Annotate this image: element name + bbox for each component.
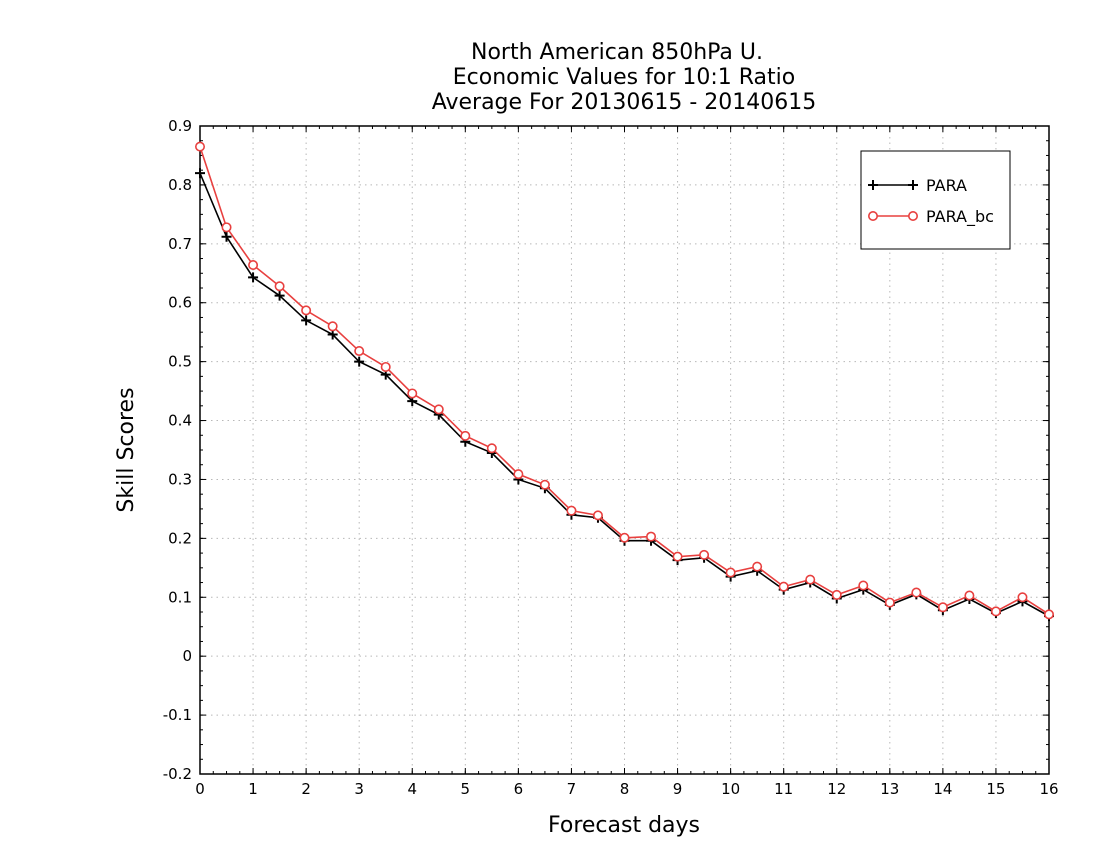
data-point-para-bc <box>725 567 736 578</box>
data-point-para-bc <box>937 602 948 613</box>
y-tick-label: 0.8 <box>168 176 192 194</box>
data-point-para-bc <box>1017 592 1028 603</box>
legend-label-para: PARA <box>926 176 967 195</box>
y-tick-label: -0.2 <box>163 765 192 783</box>
data-point-para <box>274 290 285 301</box>
x-tick-label: 5 <box>461 780 471 798</box>
y-tick-label: -0.1 <box>163 706 192 724</box>
data-point-para-bc <box>354 346 365 357</box>
legend-items <box>867 180 918 222</box>
x-tick-label: 4 <box>407 780 417 798</box>
data-point-para <box>248 272 259 283</box>
data-point-para-bc <box>221 222 232 233</box>
x-tick-label: 3 <box>354 780 364 798</box>
y-tick-label: 0.3 <box>168 470 192 488</box>
y-tick-label: 0 <box>182 647 192 665</box>
data-point-para-bc <box>646 531 657 542</box>
y-tick-label: 0.4 <box>168 412 192 430</box>
x-tick-label: 12 <box>827 780 846 798</box>
data-point-para-bc <box>566 505 577 516</box>
data-point-para-bc <box>301 305 312 316</box>
x-axis-title: Forecast days <box>548 813 700 838</box>
x-tick-label: 0 <box>195 780 205 798</box>
legend-marker-para <box>908 180 918 190</box>
data-point-para-bc <box>274 281 285 292</box>
x-tick-label: 10 <box>721 780 740 798</box>
x-tick-label: 9 <box>673 780 683 798</box>
data-point-para <box>195 168 205 179</box>
x-tick-label: 6 <box>514 780 524 798</box>
legend-label-para-bc: PARA_bc <box>926 207 994 227</box>
legend-box <box>860 150 1011 250</box>
chart-title: North American 850hPa U. Economic Values… <box>432 40 817 115</box>
x-tick-label: 13 <box>880 780 899 798</box>
y-tick-label: 0.5 <box>168 353 192 371</box>
data-point-para-bc <box>884 597 895 608</box>
y-axis-title: Skill Scores <box>114 387 139 512</box>
data-point-para-bc <box>1044 609 1055 620</box>
x-tick-label: 8 <box>620 780 630 798</box>
x-tick-label: 16 <box>1039 780 1058 798</box>
data-point-para-bc <box>805 574 816 585</box>
y-tick-label: 0.2 <box>168 529 192 547</box>
y-tick-label: 0.9 <box>168 117 192 135</box>
data-point-para-bc <box>752 561 763 572</box>
data-point-para-bc <box>248 260 259 271</box>
data-point-para-bc <box>460 430 471 441</box>
data-point-para-bc <box>407 388 418 399</box>
y-tick-label: 0.7 <box>168 235 192 253</box>
data-point-para-bc <box>380 361 391 372</box>
legend-marker-para-bc <box>907 211 918 222</box>
data-point-para-bc <box>699 549 710 560</box>
data-point-para-bc <box>778 581 789 592</box>
data-point-para-bc <box>619 532 630 543</box>
x-tick-label: 15 <box>986 780 1005 798</box>
data-point-para-bc <box>831 589 842 600</box>
legend-marker-para-bc <box>867 211 878 222</box>
data-point-para <box>354 356 365 367</box>
legend: PARA PARA_bc <box>860 150 1011 250</box>
chart-title-line-3: Average For 20130615 - 20140615 <box>432 90 817 115</box>
data-point-para-bc <box>672 551 683 562</box>
data-point-para-bc <box>964 590 975 601</box>
y-tick-label: 0.1 <box>168 588 192 606</box>
data-point-para-bc <box>539 479 550 490</box>
x-tick-label: 11 <box>774 780 793 798</box>
chart-title-line-1: North American 850hPa U. <box>471 40 763 65</box>
data-point-para-bc <box>327 321 338 332</box>
data-point-para-bc <box>433 404 444 415</box>
data-point-para-bc <box>486 443 497 454</box>
data-point-para-bc <box>195 141 206 152</box>
x-tick-label: 7 <box>567 780 577 798</box>
data-point-para-bc <box>990 606 1001 617</box>
y-tick-label: 0.6 <box>168 294 192 312</box>
data-point-para <box>221 231 232 242</box>
chart-title-line-2: Economic Values for 10:1 Ratio <box>453 65 795 90</box>
data-point-para-bc <box>911 587 922 598</box>
series <box>195 141 1055 622</box>
data-point-para-bc <box>858 580 869 591</box>
x-tick-label: 2 <box>301 780 311 798</box>
x-tick-label: 14 <box>933 780 952 798</box>
x-tick-label: 1 <box>248 780 258 798</box>
axis-ticks: -0.2-0.100.10.20.30.40.50.60.70.80.90 1 2 3… <box>163 117 1059 798</box>
data-point-para-bc <box>513 469 524 480</box>
data-point-para <box>301 315 312 326</box>
legend-marker-para <box>868 180 878 190</box>
data-point-para-bc <box>592 510 603 521</box>
